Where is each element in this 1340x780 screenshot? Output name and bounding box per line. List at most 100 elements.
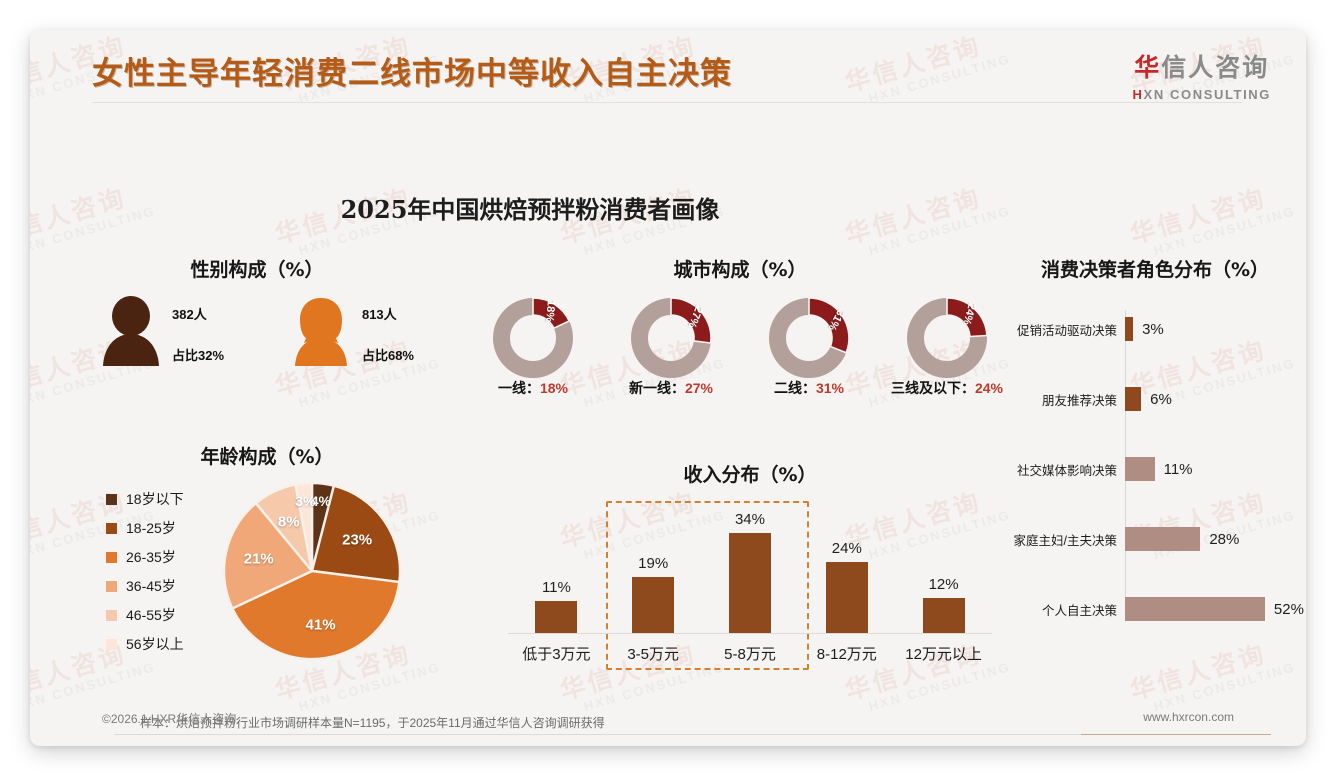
footer: ©2026.1 HXR华信人咨询 www.hxrcon.com [30,710,1306,732]
income-bar-column: 11% [508,495,605,633]
income-bar-value: 34% [734,510,765,528]
decision-bar-value: 11% [1163,460,1193,478]
decision-bar-row: 促销活动驱动决策 3% [1005,316,1305,342]
pie-value-label: 3% [295,492,316,509]
legend-label: 56岁以上 [126,636,184,652]
income-category-label: 8-12万元 [816,646,877,663]
legend-item: 18-25岁 [106,518,220,538]
male-count: 382人 [172,307,207,322]
header: 女性主导年轻消费二线市场中等收入自主决策 华信人咨询 HXN CONSULTIN… [30,30,1306,110]
footer-copyright: ©2026.1 HXR华信人咨询 [102,712,237,726]
gender-female-item: 813人 占比68% [290,296,414,368]
decision-category-label: 社交媒体影响决策 [1016,463,1117,478]
donut-caption: 一线：18% [497,380,569,396]
male-share: 占比32% [172,348,225,363]
decision-title: 消费决策者角色分布（%） [1040,259,1270,281]
donut-value-label: 18% [543,299,558,322]
age-pie-chart: 4% 23% 41% 21% 8% 3% [220,479,405,664]
income-bar-value: 11% [541,578,571,596]
income-bar [535,600,578,633]
income-plot: 11% 19% 34% 24% 12% 低于3万元 3-5万元 5-8万元 8-12万元 12万… [500,495,1000,670]
legend-label: 36-45岁 [126,578,176,594]
female-stats: 813人 占比68% [362,296,414,364]
income-panel: 收入分布（%） 11% 19% 34% 24% 12% 低于3万元 3-5万元 5-8万元 8… [500,460,1000,670]
page-title: 女性主导年轻消费二线市场中等收入自主决策 [92,56,732,92]
legend-item: 18岁以下 [106,489,220,509]
income-highlight-box [606,501,809,670]
donut-chart: 27% 新一线：27% [622,294,720,396]
income-category-label: 3-5万元 [627,646,680,663]
income-bar-value: 19% [638,554,669,572]
legend-label: 46-55岁 [126,607,176,623]
legend-label: 26-35岁 [126,549,176,565]
city-panel: 城市构成（%） 18% 一线：18% 27% 新一线：27% 31% 二线：31% 24% 三… [470,255,1010,396]
legend-swatch [106,580,117,592]
donut-caption: 新一线：27% [628,380,714,396]
male-stats: 382人 占比32% [172,296,224,364]
income-bar-column: 12% [895,495,992,633]
income-category-labels: 低于3万元 3-5万元 5-8万元 8-12万元 12万元以上 [508,643,992,664]
income-bar-value: 12% [928,575,959,593]
legend-label: 18-25岁 [126,520,176,536]
income-bar-column: 19% [605,495,702,633]
decision-bar [1125,597,1265,621]
logo-cn-highlight: 华 [1134,53,1162,82]
decision-bar [1125,527,1201,551]
logo-cn-rest: 信人咨询 [1161,53,1270,82]
chart-main-title: 2025年中国烘焙预拌粉消费者画像 [340,195,720,224]
income-bar-column: 34% [702,495,799,633]
female-avatar-icon [294,298,347,366]
decision-category-label: 促销活动驱动决策 [1016,323,1117,338]
income-bar [728,532,771,633]
legend-item: 26-35岁 [106,547,220,567]
income-category-label: 低于3万元 [522,646,591,663]
legend-swatch [106,609,117,621]
donut-chart: 18% 一线：18% [484,294,582,396]
gender-male-item: 382人 占比32% [100,296,224,368]
decision-bar-wrap: 6% [1125,387,1172,411]
decision-bar-wrap: 52% [1125,597,1304,621]
sample-footnote: 样本：烘焙预拌粉行业市场调研样本量N=1195，于2025年11月通过华信人咨询… [140,716,605,730]
age-panel: 年龄构成（%） 18岁以下 18-25岁 26-35岁 36-45岁 46-55岁 56岁… [92,442,442,664]
decision-bar-value: 28% [1209,530,1240,548]
legend-item: 56岁以上 [106,634,220,654]
income-bar [922,597,965,633]
female-share: 占比68% [361,348,414,363]
income-category-label: 5-8万元 [724,646,776,663]
income-axis-line [508,633,992,634]
decision-category-label: 朋友推荐决策 [1041,393,1117,408]
income-bar [632,576,675,633]
donut-chart: 31% 二线：31% [760,294,858,396]
male-avatar-icon [103,296,159,366]
decision-category-label: 个人自主决策 [1041,603,1117,618]
decision-bar [1125,317,1134,341]
pie-value-label: 23% [342,531,373,549]
pie-value-label: 8% [277,513,300,531]
legend-swatch [106,522,117,534]
decision-bar-wrap: 28% [1125,527,1239,551]
logo-english: HXN CONSULTING [1133,87,1271,102]
company-logo: 华信人咨询 HXN CONSULTING [1133,48,1271,102]
decision-bar-wrap: 3% [1125,317,1164,341]
income-bars: 11% 19% 34% 24% 12% [508,495,992,633]
age-title: 年龄构成（%） [200,446,334,468]
decision-bar [1125,387,1142,411]
legend-swatch [106,638,117,650]
income-bar-value: 24% [831,540,862,558]
decision-plot: 促销活动驱动决策 3% 朋友推荐决策 6% 社交媒体影响决策 11% 家庭主妇/主夫决策 28… [1005,310,1305,621]
legend-item: 46-55岁 [106,605,220,625]
decision-category-label: 家庭主妇/主夫决策 [1013,533,1117,548]
income-bar [825,562,868,633]
decision-panel: 消费决策者角色分布（%） 促销活动驱动决策 3% 朋友推荐决策 6% 社交媒体影响决策 1… [1005,255,1305,621]
decision-bar-value: 6% [1150,390,1172,408]
logo-en-highlight: H [1132,87,1144,102]
income-title: 收入分布（%） [683,464,817,486]
pie-value-label: 41% [305,616,336,634]
city-title: 城市构成（%） [673,259,807,281]
decision-bar-row: 社交媒体影响决策 11% [1005,456,1305,482]
legend-swatch [106,551,117,563]
donut-chart: 24% 三线及以下：24% [891,294,1003,396]
